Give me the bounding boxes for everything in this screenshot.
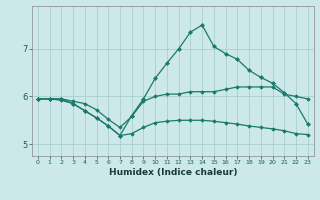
X-axis label: Humidex (Indice chaleur): Humidex (Indice chaleur) [108,168,237,177]
